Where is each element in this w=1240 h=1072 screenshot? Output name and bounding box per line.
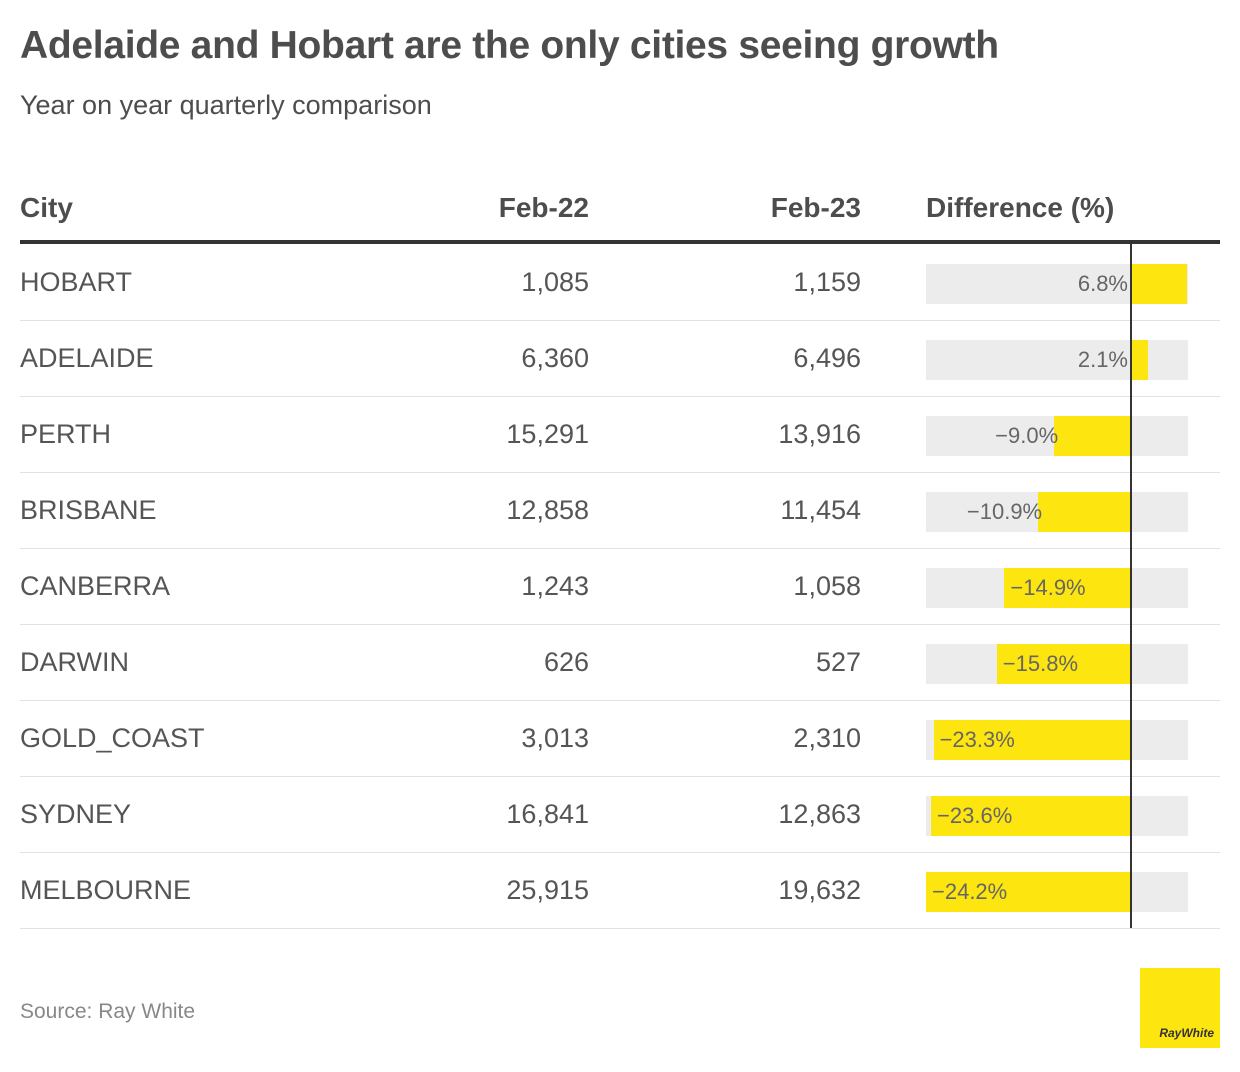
difference-label: −24.2% xyxy=(932,879,1008,904)
feb22-cell: 12,858 xyxy=(506,495,589,525)
row-separator xyxy=(20,320,1220,321)
ray-white-logo: RayWhite xyxy=(1140,968,1220,1048)
feb23-cell: 19,632 xyxy=(778,875,861,905)
row-separator xyxy=(20,548,1220,549)
difference-bar xyxy=(1004,568,1130,608)
feb22-cell: 1,085 xyxy=(521,267,589,297)
feb23-cell: 6,496 xyxy=(793,343,861,373)
difference-bar xyxy=(1038,492,1130,532)
difference-bar xyxy=(931,796,1130,836)
source-note: Source: Ray White xyxy=(20,1000,196,1023)
feb23-cell: 13,916 xyxy=(778,419,861,449)
difference-label: −23.3% xyxy=(939,727,1015,752)
row-separator xyxy=(20,852,1220,853)
row-separator xyxy=(20,776,1220,777)
header-rule xyxy=(20,240,1220,244)
feb22-cell: 15,291 xyxy=(506,419,589,449)
city-cell: HOBART xyxy=(20,267,133,297)
table-row: CANBERRA 1,243 1,058 −14.9% xyxy=(20,549,1220,625)
header-feb22: Feb-22 xyxy=(498,192,589,223)
feb23-cell: 1,058 xyxy=(793,571,861,601)
city-cell: MELBOURNE xyxy=(20,875,192,905)
feb22-cell: 6,360 xyxy=(521,343,589,373)
difference-label: −15.8% xyxy=(1002,651,1079,676)
city-cell: BRISBANE xyxy=(20,495,157,525)
logo-text: RayWhite xyxy=(1159,1026,1214,1040)
city-cell: CANBERRA xyxy=(20,571,171,601)
row-separator xyxy=(20,472,1220,473)
feb22-cell: 16,841 xyxy=(506,799,589,829)
difference-label: −23.6% xyxy=(937,803,1013,828)
difference-bar xyxy=(1054,416,1130,456)
difference-bar-track xyxy=(926,340,1188,380)
header-feb23: Feb-23 xyxy=(770,192,861,223)
header-city: City xyxy=(20,192,73,223)
feb23-cell: 11,454 xyxy=(780,495,861,525)
table-row: PERTH 15,291 13,916 −9.0% xyxy=(20,397,1220,473)
table-row: SYDNEY 16,841 12,863 −23.6% xyxy=(20,777,1220,853)
feb22-cell: 25,915 xyxy=(506,875,589,905)
table-row: BRISBANE 12,858 11,454 −10.9% xyxy=(20,473,1220,549)
feb22-cell: 1,243 xyxy=(521,571,589,601)
city-cell: SYDNEY xyxy=(20,799,132,829)
difference-bar xyxy=(933,720,1130,760)
feb23-cell: 2,310 xyxy=(793,723,861,753)
difference-label: 6.8% xyxy=(1077,271,1128,296)
table-row: DARWIN 626 527 −15.8% xyxy=(20,625,1220,701)
table-row: GOLD_COAST 3,013 2,310 −23.3% xyxy=(20,701,1220,777)
row-separator xyxy=(20,928,1220,929)
difference-label: 2.1% xyxy=(1077,347,1128,372)
difference-label: −14.9% xyxy=(1010,575,1086,600)
difference-bar xyxy=(926,872,1130,912)
difference-label: −10.9% xyxy=(966,499,1043,524)
city-cell: DARWIN xyxy=(20,647,130,677)
city-cell: PERTH xyxy=(20,419,112,449)
row-separator xyxy=(20,624,1220,625)
table-row: MELBOURNE 25,915 19,632 −24.2% xyxy=(20,853,1220,929)
feb22-cell: 626 xyxy=(543,647,589,677)
difference-bar xyxy=(1130,340,1148,380)
row-separator xyxy=(20,700,1220,701)
feb22-cell: 3,013 xyxy=(521,723,589,753)
table-row: HOBART 1,085 1,159 6.8% xyxy=(20,245,1220,321)
chart-subtitle: Year on year quarterly comparison xyxy=(20,90,432,120)
zero-line xyxy=(1130,244,1132,928)
chart-title: Adelaide and Hobart are the only cities … xyxy=(20,24,999,67)
feb23-cell: 12,863 xyxy=(778,799,861,829)
header-difference: Difference (%) xyxy=(926,192,1115,223)
feb23-cell: 527 xyxy=(815,647,861,677)
city-cell: ADELAIDE xyxy=(20,343,154,373)
city-cell: GOLD_COAST xyxy=(20,723,205,753)
feb23-cell: 1,159 xyxy=(793,267,861,297)
difference-label: −9.0% xyxy=(995,423,1059,448)
table-row: ADELAIDE 6,360 6,496 2.1% xyxy=(20,321,1220,397)
row-separator xyxy=(20,396,1220,397)
difference-bar xyxy=(1130,264,1188,304)
difference-bar xyxy=(996,644,1130,684)
